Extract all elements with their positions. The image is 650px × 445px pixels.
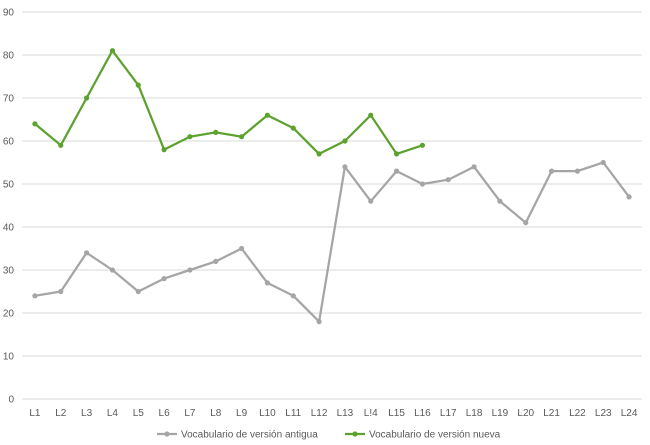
data-point xyxy=(187,267,193,273)
x-tick-label: L2 xyxy=(55,408,67,419)
x-tick-label: L!4 xyxy=(364,408,378,419)
data-point xyxy=(135,82,141,88)
x-tick-label: L20 xyxy=(517,408,534,419)
series-line xyxy=(33,161,631,323)
data-point xyxy=(58,288,64,295)
x-tick-label: L13 xyxy=(337,408,354,419)
legend-label: Vocabulario de versión antigua xyxy=(181,430,318,441)
y-tick-label: 0 xyxy=(8,395,14,406)
data-point xyxy=(161,276,167,282)
data-point xyxy=(83,250,90,256)
data-point xyxy=(393,151,400,157)
x-tick-label: L5 xyxy=(133,408,145,419)
x-tick-label: L8 xyxy=(210,408,222,419)
y-tick-label: 30 xyxy=(3,266,15,277)
data-point xyxy=(187,134,193,140)
data-point xyxy=(445,177,451,183)
legend-label: Vocabulario de versión nueva xyxy=(369,430,501,441)
data-point xyxy=(238,134,245,140)
data-point xyxy=(58,142,64,148)
data-point xyxy=(419,142,426,148)
data-point xyxy=(471,164,477,170)
data-point xyxy=(626,194,632,200)
legend-swatch-marker xyxy=(164,431,170,437)
y-tick-label: 20 xyxy=(3,309,15,320)
series-2 xyxy=(32,48,426,157)
data-point xyxy=(316,151,322,157)
data-point xyxy=(161,147,167,153)
x-tick-label: L11 xyxy=(285,408,301,419)
x-tick-label: L6 xyxy=(159,408,171,419)
x-tick-label: L12 xyxy=(311,408,328,419)
x-tick-label: L19 xyxy=(492,408,509,419)
series-1 xyxy=(32,159,632,325)
x-axis: L1 L2 L3 L4 L5 L6 L7 L8 L9 L10 L11 L12 L13 L!4 L15 L16 L… xyxy=(29,408,638,419)
data-point xyxy=(600,159,606,166)
x-tick-label: L23 xyxy=(595,408,612,419)
gridlines xyxy=(22,11,642,400)
y-tick-label: 80 xyxy=(3,51,15,62)
x-tick-label: L24 xyxy=(621,408,638,419)
x-tick-label: L1 xyxy=(29,408,41,419)
x-tick-label: L18 xyxy=(466,408,483,419)
x-tick-label: L3 xyxy=(81,408,93,419)
data-point xyxy=(290,293,296,299)
data-point xyxy=(368,112,374,118)
x-tick-label: L17 xyxy=(440,408,457,419)
data-point xyxy=(238,245,245,252)
x-tick-label: L15 xyxy=(388,408,405,419)
series-line xyxy=(33,49,424,156)
y-axis: 0 10 20 30 40 50 60 70 80 90 xyxy=(3,8,15,406)
data-point xyxy=(548,168,555,174)
data-point xyxy=(213,129,219,135)
legend: Vocabulario de versión antigua Vocabulari… xyxy=(157,430,501,441)
data-point xyxy=(135,288,141,295)
legend-swatch-marker xyxy=(352,431,358,437)
x-tick-label: L4 xyxy=(107,408,119,419)
data-point xyxy=(393,168,400,174)
y-tick-label: 90 xyxy=(3,8,15,19)
series-group xyxy=(32,48,632,325)
y-tick-label: 70 xyxy=(3,94,15,105)
legend-item: Vocabulario de versión antigua xyxy=(157,430,318,441)
y-tick-label: 50 xyxy=(3,180,15,191)
data-point xyxy=(316,319,322,325)
data-point xyxy=(342,164,348,170)
x-tick-label: L7 xyxy=(184,408,196,419)
data-point xyxy=(497,198,503,204)
data-point xyxy=(83,95,90,101)
data-point xyxy=(264,280,271,286)
y-tick-label: 60 xyxy=(3,137,15,148)
data-point xyxy=(213,258,219,264)
data-point xyxy=(109,48,116,54)
y-tick-label: 10 xyxy=(3,352,15,363)
x-tick-label: L22 xyxy=(569,408,586,419)
data-point xyxy=(523,220,529,226)
data-point xyxy=(342,138,348,144)
x-tick-label: L21 xyxy=(543,408,560,419)
x-tick-label: L16 xyxy=(414,408,431,419)
data-point xyxy=(264,112,271,118)
data-point xyxy=(368,198,374,204)
data-point xyxy=(109,267,116,273)
legend-item: Vocabulario de versión nueva xyxy=(345,430,501,441)
data-point xyxy=(419,181,426,187)
data-point xyxy=(290,125,296,131)
x-tick-label: L9 xyxy=(236,408,248,419)
data-point xyxy=(32,121,38,127)
data-point xyxy=(574,168,581,174)
y-tick-label: 40 xyxy=(3,223,15,234)
data-point xyxy=(32,293,38,299)
x-tick-label: L10 xyxy=(259,408,276,419)
